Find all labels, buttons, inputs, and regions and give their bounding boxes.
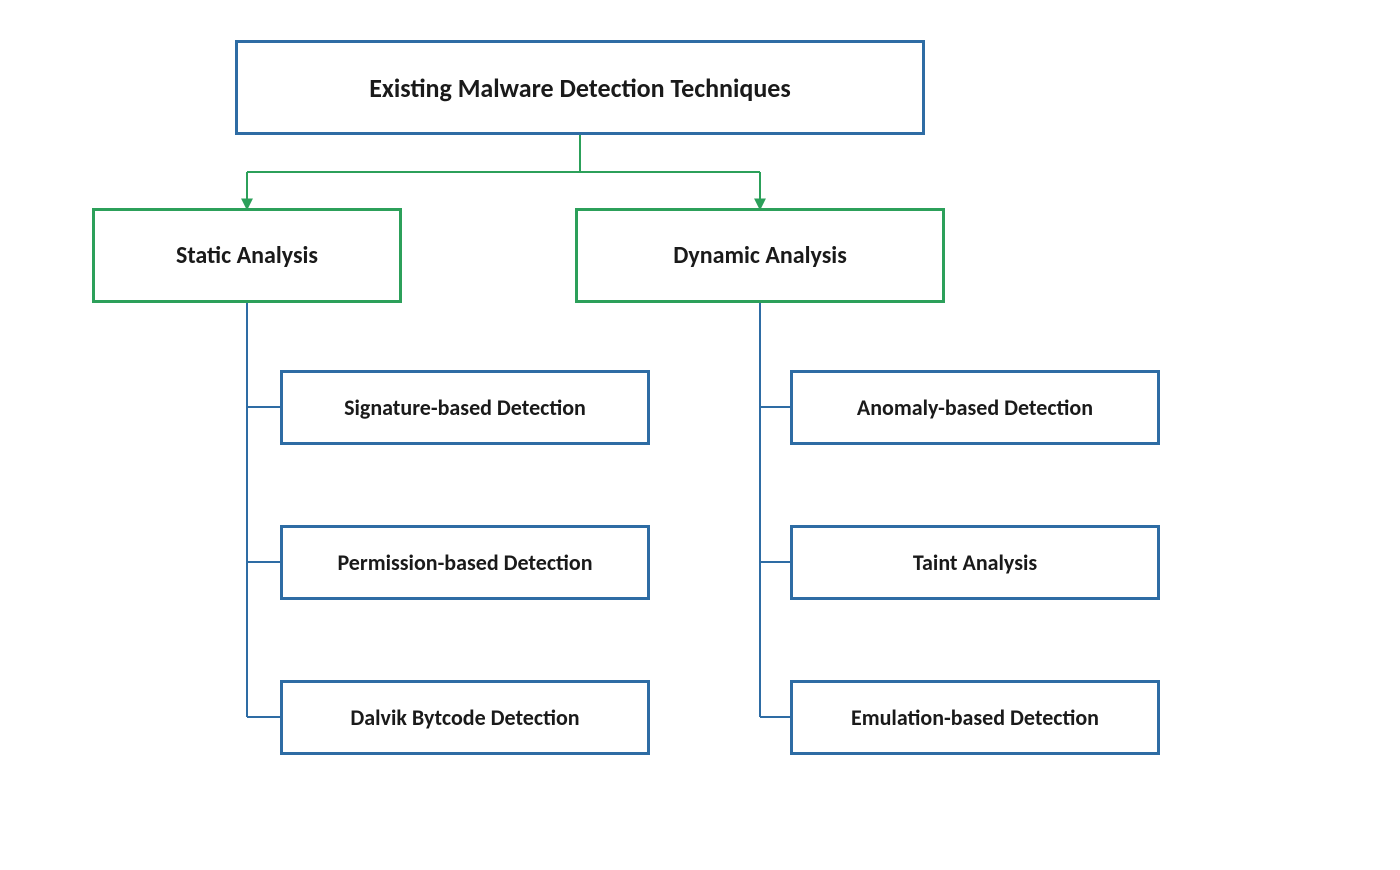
root-node: Existing Malware Detection Techniques (235, 40, 925, 135)
static-label: Static Analysis (176, 241, 318, 270)
diagram-container: Existing Malware Detection Techniques St… (0, 0, 1400, 870)
s3-label: Dalvik Bytcode Detection (350, 704, 579, 731)
permission-detection-node: Permission-based Detection (280, 525, 650, 600)
taint-analysis-node: Taint Analysis (790, 525, 1160, 600)
d2-label: Taint Analysis (913, 549, 1037, 576)
root-label: Existing Malware Detection Techniques (369, 72, 791, 104)
dynamic-label: Dynamic Analysis (673, 241, 847, 270)
s2-label: Permission-based Detection (337, 549, 592, 576)
d3-label: Emulation-based Detection (851, 704, 1099, 731)
s1-label: Signature-based Detection (344, 394, 586, 421)
emulation-detection-node: Emulation-based Detection (790, 680, 1160, 755)
dalvik-detection-node: Dalvik Bytcode Detection (280, 680, 650, 755)
signature-detection-node: Signature-based Detection (280, 370, 650, 445)
static-analysis-node: Static Analysis (92, 208, 402, 303)
dynamic-analysis-node: Dynamic Analysis (575, 208, 945, 303)
anomaly-detection-node: Anomaly-based Detection (790, 370, 1160, 445)
d1-label: Anomaly-based Detection (857, 394, 1093, 421)
